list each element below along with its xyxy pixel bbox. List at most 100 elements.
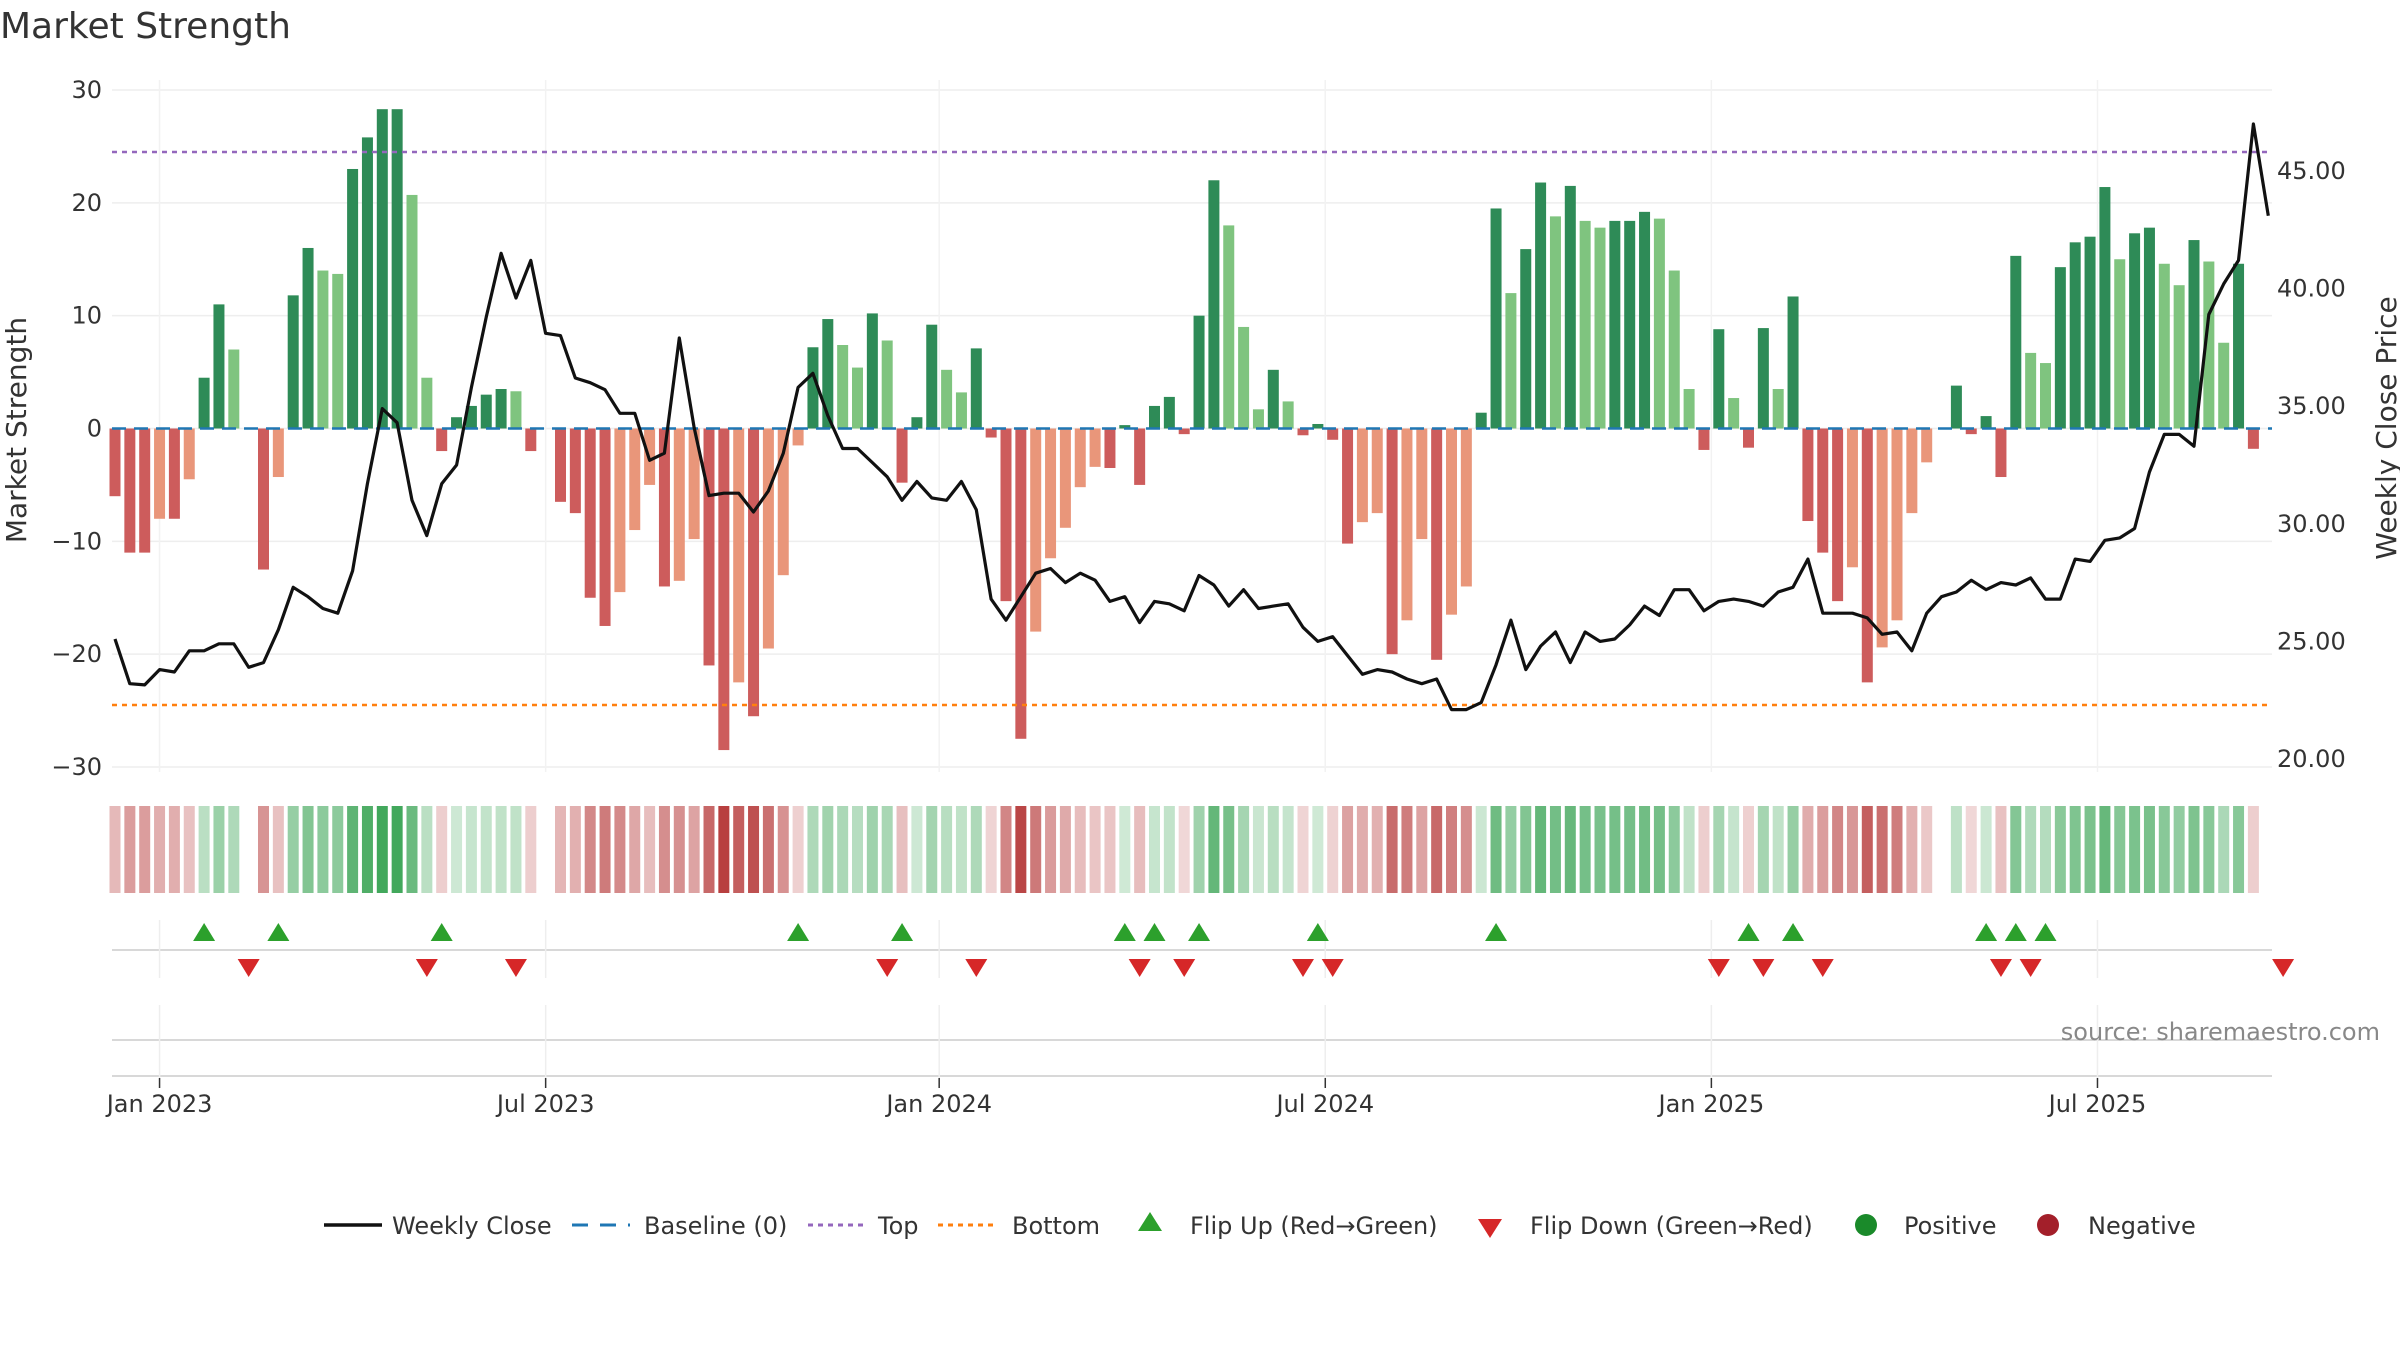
heat-cell <box>1297 806 1309 893</box>
heat-cell <box>2158 806 2170 893</box>
heat-cell <box>1535 806 1547 893</box>
strength-bar <box>1490 208 1502 429</box>
heat-cell <box>317 806 329 893</box>
heat-cell <box>1178 806 1190 893</box>
strength-bar <box>2010 255 2022 429</box>
strength-bar <box>347 168 359 429</box>
heat-cell <box>1193 806 1205 893</box>
strength-bar <box>1802 428 1814 522</box>
strength-bar <box>272 428 284 478</box>
y-tick-label: 10 <box>71 302 102 330</box>
strength-bar <box>1861 428 1873 683</box>
flip-markers-panel <box>112 920 2295 1078</box>
heat-cell <box>1520 806 1532 893</box>
heat-cell <box>347 806 359 893</box>
heat-cell <box>748 806 760 893</box>
heat-cell <box>852 806 863 893</box>
heat-cell <box>2247 806 2259 893</box>
strength-bar <box>1149 405 1160 429</box>
strength-bar <box>1846 428 1858 568</box>
y-tick-label: 20 <box>71 189 102 217</box>
strength-bar <box>1505 293 1517 429</box>
strength-bar <box>733 428 745 683</box>
heat-cell <box>1059 806 1071 893</box>
strength-bar <box>480 394 492 429</box>
y-tick-label: 30 <box>71 76 102 104</box>
strength-bar <box>1059 428 1071 528</box>
heat-cell <box>1772 806 1784 893</box>
y-tick-label: −10 <box>51 527 102 555</box>
y-tick-label: 0 <box>87 415 102 443</box>
strength-bar <box>1594 227 1606 429</box>
strength-bar <box>109 428 121 497</box>
heat-cell <box>198 806 210 893</box>
heat-cell <box>1000 806 1012 893</box>
strength-bar <box>2114 259 2126 429</box>
heat-cell <box>1980 806 1992 893</box>
weekly-close-line <box>113 122 2270 712</box>
heat-cell <box>1089 806 1101 893</box>
strength-bar <box>1891 428 1903 621</box>
strength-bar <box>2129 233 2141 429</box>
strength-bar <box>1728 398 1740 429</box>
x-tick-label: Jan 2023 <box>105 1090 213 1118</box>
legend-label: Flip Up (Red→Green) <box>1190 1212 1438 1240</box>
heat-cell <box>658 806 670 893</box>
x-axis: Jan 2023 Jul 2023 Jan 2024 Jul 2024 Jan 2025… <box>105 1078 2146 1118</box>
heat-cell <box>1015 806 1027 893</box>
heat-cell <box>1149 806 1160 893</box>
strength-bar <box>762 428 774 649</box>
heat-cell <box>2010 806 2022 893</box>
strength-bar <box>1282 401 1294 429</box>
heat-cell <box>837 806 849 893</box>
heat-cell <box>1653 806 1665 893</box>
heat-cell <box>2203 806 2215 893</box>
strength-bar <box>941 369 953 429</box>
heat-cell <box>272 806 284 893</box>
legend-label: Weekly Close <box>392 1212 552 1240</box>
heat-cell <box>451 806 463 893</box>
strength-bar <box>2054 267 2066 429</box>
heat-cell <box>629 806 641 893</box>
strength-bar <box>1579 220 1591 429</box>
strength-bar <box>421 377 433 429</box>
strength-bar <box>1460 428 1472 587</box>
heat-cell <box>109 806 121 893</box>
flip-down-marker <box>1173 959 1196 977</box>
strength-bar <box>1980 416 1992 429</box>
strength-bar <box>614 428 626 593</box>
y-axis-left: −30 −20 −10 0 10 20 30 <box>51 76 102 781</box>
strength-bar <box>198 377 210 429</box>
heat-cell <box>1460 806 1472 893</box>
strength-bar <box>1446 428 1457 615</box>
heat-cell <box>1312 806 1324 893</box>
strength-bar <box>822 319 834 429</box>
heat-cell <box>1282 806 1294 893</box>
strength-bar <box>2158 263 2170 429</box>
y-axis-right: 20.00 25.00 30.00 35.00 40.00 45.00 <box>2277 157 2346 773</box>
heat-cell <box>1713 806 1725 893</box>
heat-cell <box>465 806 477 893</box>
heat-cell <box>1505 806 1517 893</box>
heat-cell <box>480 806 492 893</box>
flip-up-marker <box>2004 923 2027 941</box>
heat-cell <box>1208 806 1220 893</box>
strength-bar <box>1906 428 1918 514</box>
flip-up-marker <box>267 923 290 941</box>
heat-cell <box>391 806 403 893</box>
strength-bar <box>213 304 225 429</box>
legend-label: Negative <box>2088 1212 2196 1240</box>
strength-bar <box>154 428 166 519</box>
strength-bar <box>1327 428 1339 440</box>
strength-bar <box>569 428 581 514</box>
heat-cell <box>955 806 967 893</box>
strength-bar <box>376 109 388 429</box>
strength-bar <box>985 428 997 438</box>
strength-bar <box>1965 428 1977 435</box>
heat-cell <box>1356 806 1368 893</box>
strength-bar <box>406 194 418 429</box>
legend: Weekly Close Baseline (0) Top Bottom Flip Up… <box>324 1212 2196 1240</box>
strength-bar <box>748 428 760 717</box>
strength-bar <box>2233 263 2245 429</box>
heat-cell <box>1134 806 1146 893</box>
